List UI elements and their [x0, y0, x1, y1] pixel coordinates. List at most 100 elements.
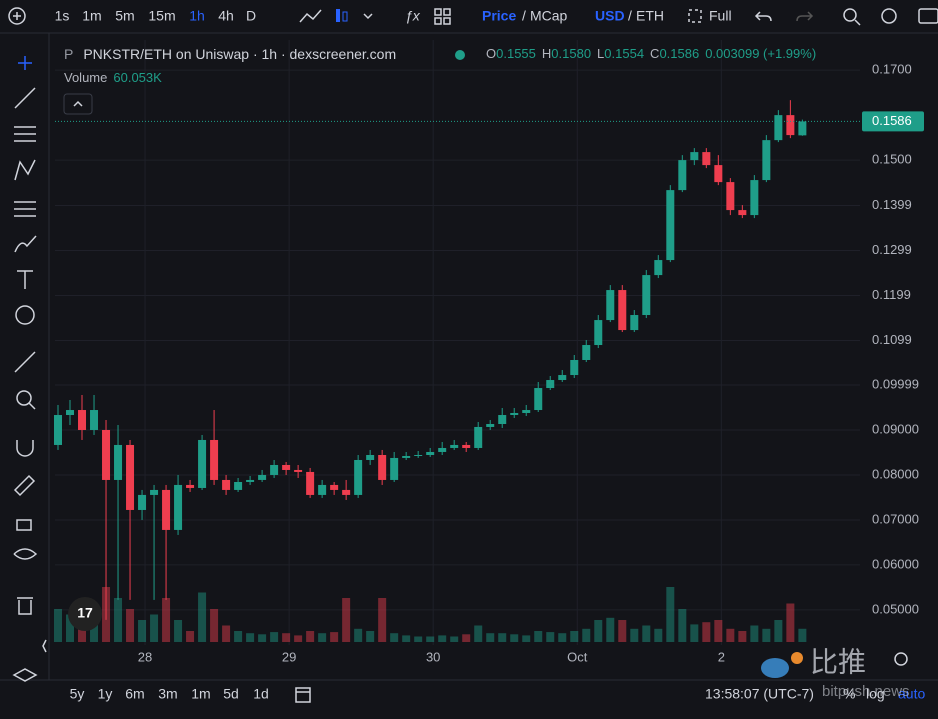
candle-body [738, 210, 747, 216]
volume-label: Volume [64, 70, 107, 85]
range-button[interactable]: 5d [223, 686, 239, 702]
volume-bar [198, 592, 207, 642]
volume-bar [294, 635, 303, 642]
candle-body [138, 494, 147, 510]
interval-button[interactable]: 1m [82, 8, 101, 24]
y-tick-label: 0.1199 [872, 287, 911, 302]
range-button[interactable]: 5y [70, 686, 85, 702]
candle-body [546, 380, 555, 389]
candle-body [666, 190, 675, 261]
collapse-arrow [73, 100, 83, 107]
interval-button[interactable]: 4h [218, 8, 234, 24]
pair-badge: P [64, 46, 73, 62]
collapse-button[interactable] [63, 93, 93, 115]
ohlc-key: C [650, 46, 659, 61]
candle-body [570, 359, 579, 376]
volume-bar [510, 634, 519, 642]
volume-bar [126, 609, 135, 642]
settings-icon[interactable] [881, 8, 897, 24]
change-value: 0.003099 (+1.99%) [705, 46, 816, 61]
volume-bar [174, 620, 183, 642]
x-tick-label: 29 [282, 649, 296, 664]
camera-icon[interactable] [918, 8, 938, 24]
range-button[interactable]: 6m [125, 686, 144, 702]
range-button[interactable]: 1y [98, 686, 113, 702]
candle-body [66, 410, 75, 416]
y-tick-label: 0.1099 [872, 332, 912, 347]
log-toggle[interactable]: log [866, 686, 885, 702]
y-tick-label: 0.07000 [872, 511, 919, 526]
layout-icon[interactable] [434, 8, 451, 25]
volume-bar [474, 625, 483, 642]
volume-bar [90, 620, 99, 642]
y-tick-label: 0.05000 [872, 601, 919, 616]
volume-bar [774, 620, 783, 642]
range-button[interactable]: 1d [253, 686, 269, 702]
candle-body [222, 479, 231, 490]
interval-button[interactable]: 1s [55, 8, 70, 24]
auto-toggle[interactable]: auto [898, 686, 925, 702]
interval-button[interactable]: 5m [115, 8, 134, 24]
interval-button[interactable]: 1h [189, 8, 205, 24]
volume-bar [438, 635, 447, 642]
price-toggle[interactable]: Price [482, 8, 516, 24]
candle-body [114, 444, 123, 480]
volume-bar [450, 636, 459, 642]
line-chart-icon[interactable] [299, 9, 322, 23]
y-tick-label: 0.09999 [872, 376, 919, 391]
volume-bar [546, 632, 555, 642]
candle-body [774, 115, 783, 141]
volume-bar [522, 635, 531, 642]
eth-toggle[interactable]: ETH [636, 8, 664, 24]
candle-body [402, 455, 411, 458]
percent-toggle[interactable]: % [843, 686, 855, 702]
interval-button[interactable]: 15m [148, 8, 175, 24]
candle-body [594, 320, 603, 346]
axis-settings-icon[interactable] [894, 652, 908, 666]
volume-bar [306, 631, 315, 642]
ohlc-key: H [542, 46, 551, 61]
candle-body [450, 444, 459, 448]
interval-button[interactable]: D [246, 8, 256, 24]
fullscreen-button[interactable]: Full [709, 8, 732, 24]
candle-body [414, 454, 423, 456]
volume-legend: Volume 60.053K [64, 70, 162, 85]
fullscreen-icon[interactable] [688, 9, 702, 23]
candle-body [534, 388, 543, 411]
volume-bar [210, 609, 219, 642]
volume-bar [390, 633, 399, 642]
indicator-icon[interactable]: ƒx [405, 8, 421, 24]
dropdown-icon[interactable] [363, 13, 373, 20]
zoom-icon[interactable] [843, 8, 857, 22]
volume-bar [114, 598, 123, 642]
volume-bar [726, 628, 735, 642]
candle-body [174, 484, 183, 530]
usd-toggle[interactable]: USD [595, 8, 625, 24]
drawing-tools[interactable] [12, 56, 38, 682]
range-button[interactable]: 3m [158, 686, 177, 702]
candle-body [798, 121, 807, 136]
candle-icon[interactable] [336, 9, 340, 22]
volume-bar [366, 631, 375, 642]
collapse-icon[interactable] [42, 639, 47, 653]
volume-bar [486, 633, 495, 642]
volume-bar [786, 603, 795, 642]
undo-icon[interactable] [754, 11, 772, 22]
add-icon[interactable] [8, 7, 26, 25]
volume-bar [414, 636, 423, 642]
chart-title: PNKSTR/ETH on Uniswap · 1h · dexscreener… [83, 46, 396, 62]
candle-body [186, 484, 195, 488]
candle-body [330, 484, 339, 490]
ohlc-value: 0.1580 [551, 46, 591, 61]
volume-bar [666, 587, 675, 642]
mcap-toggle[interactable]: MCap [530, 8, 568, 24]
redo-icon[interactable] [796, 11, 814, 22]
candle-body [438, 447, 447, 452]
zoom-icon-handle [854, 19, 861, 26]
candle-body [306, 471, 315, 495]
range-button[interactable]: 1m [191, 686, 210, 702]
date-range-icon[interactable] [295, 687, 311, 703]
